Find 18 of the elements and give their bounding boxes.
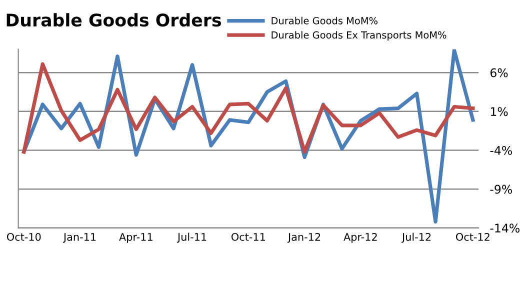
y-tick-label: 6%	[490, 68, 508, 78]
legend-label: Durable Goods MoM%	[272, 16, 378, 24]
x-tick-label: Jul-12	[401, 232, 431, 243]
chart-title: Durable Goods Orders	[6, 13, 221, 27]
x-tick-label: Oct-10	[6, 232, 41, 241]
x-tick-label: Jul-11	[176, 232, 206, 243]
legend-label: Durable Goods Ex Transports MoM%	[272, 31, 446, 41]
x-tick-label: Jan-12	[287, 232, 320, 243]
x-tick-label: Oct-11	[231, 232, 265, 241]
x-tick-label: Apr-12	[344, 232, 377, 243]
y-tick-label: -14%	[490, 224, 520, 233]
x-tick-label: Apr-11	[119, 233, 152, 243]
y-tick-label: -4%	[490, 146, 512, 155]
x-tick-label: Jan-11	[62, 233, 96, 243]
line-series	[22, 62, 475, 154]
x-tick-label: Oct-12	[456, 232, 490, 241]
y-tick-label: 1%	[490, 107, 508, 116]
y-tick-label: -9%	[490, 184, 512, 194]
